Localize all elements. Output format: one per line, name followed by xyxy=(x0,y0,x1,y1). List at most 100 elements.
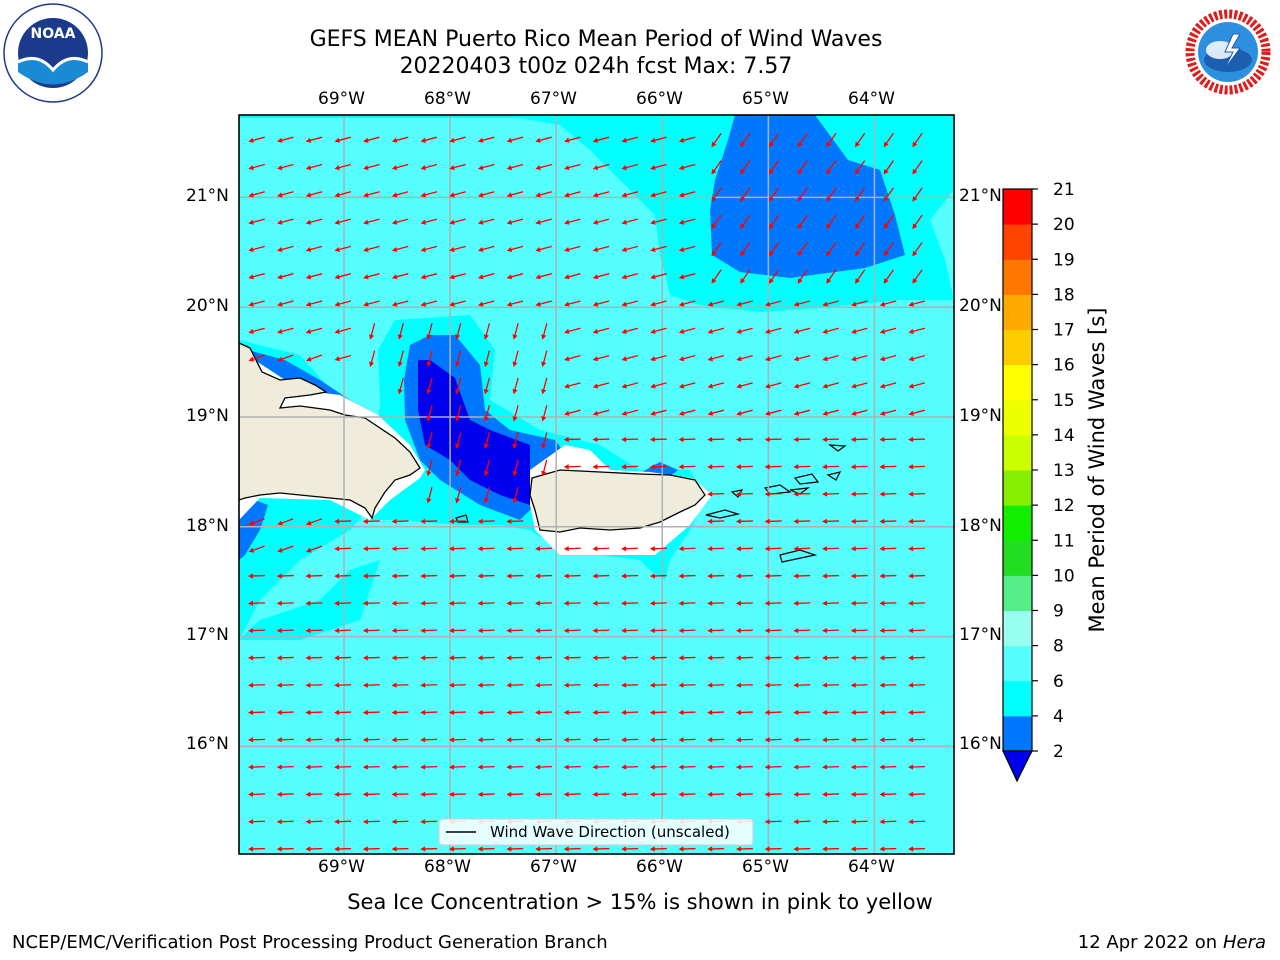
wave-direction-arrow xyxy=(391,136,409,143)
wave-direction-arrow xyxy=(455,486,462,504)
nws-logo xyxy=(1178,2,1278,102)
wave-direction-arrow xyxy=(650,382,667,389)
wave-direction-arrow xyxy=(541,377,548,395)
wave-direction-arrow xyxy=(908,709,926,716)
wave-direction-arrow xyxy=(879,436,897,443)
wave-direction-arrow xyxy=(650,136,667,143)
wave-direction-arrow xyxy=(362,573,380,579)
wave-direction-arrow xyxy=(822,491,840,497)
colorbar-tick-label: 9 xyxy=(1053,602,1064,622)
wave-direction-arrow xyxy=(506,655,524,661)
wave-direction-arrow xyxy=(334,218,352,225)
wave-direction-arrow xyxy=(793,709,811,716)
lat-label-right-17n: 17°N xyxy=(959,625,1002,645)
wave-direction-arrow xyxy=(879,737,897,743)
wave-direction-arrow xyxy=(506,764,524,770)
wave-direction-arrow xyxy=(592,354,610,362)
wave-direction-arrow xyxy=(248,191,265,198)
wave-direction-arrow xyxy=(506,627,524,634)
wave-direction-arrow xyxy=(735,573,753,579)
wave-direction-arrow xyxy=(391,682,409,688)
period-2-4-region-north xyxy=(710,115,905,278)
wave-direction-arrow xyxy=(621,136,639,143)
wave-direction-arrow xyxy=(305,327,323,334)
wave-direction-arrow xyxy=(621,709,639,716)
wave-direction-arrow xyxy=(764,709,782,716)
wave-direction-arrow xyxy=(391,709,409,716)
wave-direction-arrow xyxy=(850,846,868,852)
wave-direction-arrow xyxy=(305,682,323,688)
wave-direction-arrow xyxy=(908,791,926,797)
wave-direction-arrow xyxy=(483,323,491,340)
wave-direction-arrow xyxy=(822,518,840,524)
wave-direction-arrow xyxy=(305,163,323,171)
wave-direction-arrow xyxy=(707,518,725,524)
wave-direction-arrow xyxy=(912,132,923,148)
wave-direction-arrow xyxy=(535,627,553,634)
wave-direction-arrow xyxy=(621,409,639,416)
wave-direction-arrow xyxy=(420,518,438,524)
wave-direction-arrow xyxy=(854,187,866,202)
wave-direction-arrow xyxy=(740,187,751,202)
wave-direction-arrow xyxy=(448,846,466,852)
wave-direction-arrow xyxy=(621,791,639,797)
wave-direction-arrow xyxy=(391,218,409,225)
wave-direction-arrow xyxy=(764,300,782,307)
wave-direction-arrow xyxy=(826,269,837,284)
wave-direction-arrow xyxy=(506,737,524,743)
wave-direction-arrow xyxy=(908,573,926,579)
wave-direction-arrow xyxy=(334,327,352,334)
wave-direction-arrow xyxy=(707,682,725,688)
wave-direction-arrow xyxy=(764,327,782,334)
wave-direction-arrow xyxy=(564,218,581,225)
wave-direction-arrow xyxy=(305,136,323,143)
wave-direction-arrow xyxy=(477,791,495,797)
wave-direction-arrow xyxy=(768,132,780,148)
wave-direction-arrow xyxy=(477,300,495,307)
wave-direction-arrow xyxy=(621,327,639,334)
colorbar-tick-label: 6 xyxy=(1053,672,1064,692)
wave-direction-arrow xyxy=(592,764,610,770)
wave-direction-arrow xyxy=(535,136,552,143)
wave-direction-arrow xyxy=(707,464,725,470)
wave-direction-arrow xyxy=(850,573,868,579)
wave-direction-arrow xyxy=(248,327,265,334)
wave-direction-arrow xyxy=(908,846,926,852)
wave-direction-arrow xyxy=(506,546,524,552)
wave-direction-arrow xyxy=(707,737,725,743)
wave-direction-arrow xyxy=(764,791,782,797)
wave-direction-arrow xyxy=(563,764,581,770)
wave-direction-arrow xyxy=(420,846,438,852)
wave-direction-arrow xyxy=(621,163,639,171)
wave-direction-arrow xyxy=(506,709,524,716)
wave-direction-arrow xyxy=(535,163,552,171)
wave-direction-arrow xyxy=(305,573,323,579)
forecast-subtitle: 20220403 t00z 024h fcst Max: 7.57 xyxy=(399,54,793,79)
lon-label-top-69w: 69°W xyxy=(318,89,365,109)
wave-direction-arrow xyxy=(822,819,840,825)
lat-label-left-18n: 18°N xyxy=(186,516,229,536)
wave-direction-arrow xyxy=(391,573,409,579)
wave-direction-arrow xyxy=(735,655,753,661)
wave-direction-arrow xyxy=(850,682,868,688)
wave-direction-arrow xyxy=(535,218,552,225)
wave-direction-arrow xyxy=(678,627,696,634)
wave-direction-arrow xyxy=(512,405,519,422)
wave-direction-arrow xyxy=(391,600,409,606)
wave-direction-arrow xyxy=(448,600,466,606)
wave-direction-arrow xyxy=(420,819,438,825)
wave-direction-arrow xyxy=(822,709,840,716)
wave-direction-arrow xyxy=(850,600,868,606)
wave-direction-arrow xyxy=(391,300,409,307)
lon-label-top-64w: 64°W xyxy=(848,89,895,109)
wave-direction-arrow xyxy=(764,627,782,634)
wave-direction-arrow xyxy=(822,354,839,362)
lon-label-bottom-66w: 66°W xyxy=(636,857,683,877)
wave-direction-arrow xyxy=(477,682,495,688)
wave-direction-arrow xyxy=(248,819,266,825)
wave-direction-arrow xyxy=(306,354,323,362)
wave-direction-arrow xyxy=(276,791,294,797)
wave-direction-arrow xyxy=(649,682,667,688)
wave-direction-arrow xyxy=(506,600,524,606)
